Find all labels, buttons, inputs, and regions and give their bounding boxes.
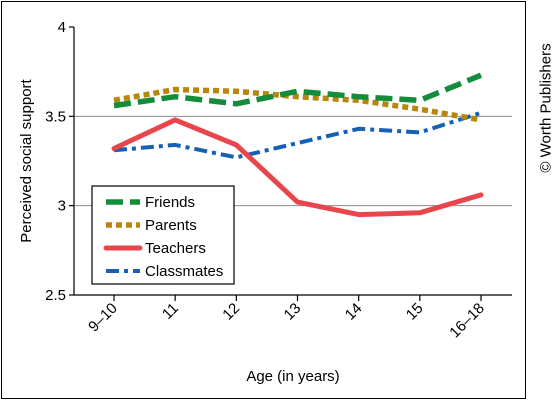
x-tick-label: 9–10	[85, 300, 121, 336]
x-axis-title: Age (in years)	[246, 368, 339, 385]
x-tick-label: 15	[403, 300, 427, 324]
credit-text: © Worth Publishers	[537, 43, 555, 173]
legend-label-teachers: Teachers	[145, 240, 206, 257]
x-tick-label: 14	[342, 300, 366, 324]
legend-label-classmates: Classmates	[145, 263, 223, 280]
legend-label-friends: Friends	[145, 194, 195, 211]
series-line-teachers	[111, 117, 484, 218]
y-tick-label: 3	[58, 198, 66, 215]
y-tick-label: 3.5	[45, 108, 66, 125]
x-tick-label: 11	[159, 300, 182, 323]
series-line-parents	[113, 86, 482, 123]
series-line-classmates	[113, 110, 482, 160]
y-tick-label: 4	[58, 19, 66, 36]
x-tick-label: 16–18	[446, 300, 488, 342]
y-tick-label: 2.5	[45, 287, 66, 304]
legend: Friends Parents Teachers Classmates	[91, 185, 235, 285]
x-tick-label: 12	[219, 300, 243, 324]
series-line-friends	[113, 72, 483, 109]
figure-frame	[1, 1, 526, 399]
x-tick-label: 13	[281, 300, 305, 324]
y-axis-title: Perceived social support	[18, 78, 35, 242]
legend-label-parents: Parents	[145, 217, 197, 234]
